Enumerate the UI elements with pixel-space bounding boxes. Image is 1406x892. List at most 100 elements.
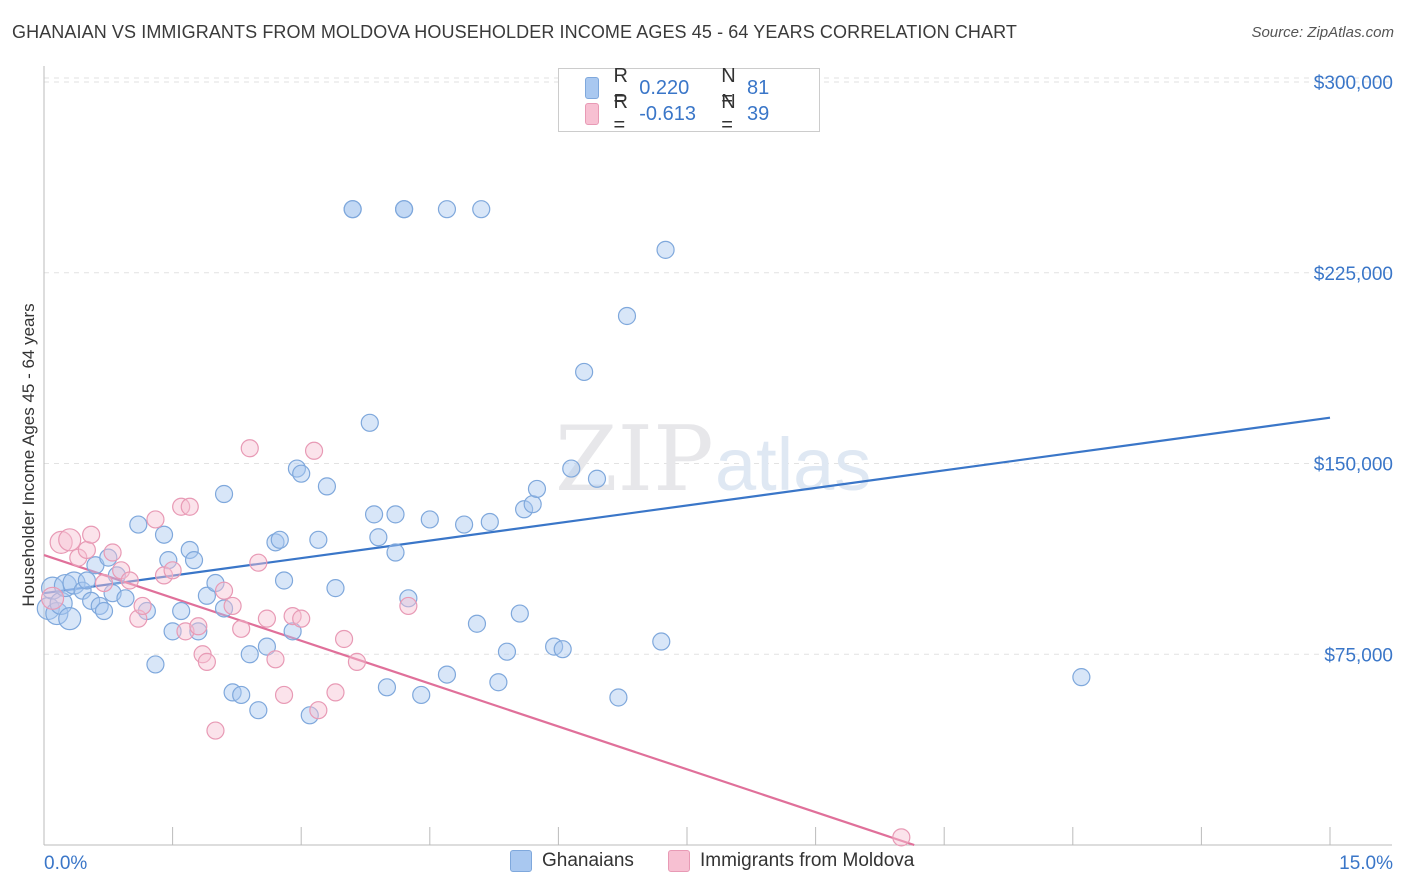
ghanaians-point xyxy=(214,484,234,504)
ghanaians-point xyxy=(270,530,289,549)
ghanaians-point xyxy=(656,240,675,259)
moldova-point xyxy=(120,571,139,590)
legend-swatch-moldova xyxy=(585,103,600,125)
moldova-point xyxy=(189,617,208,636)
ghanaians-point xyxy=(467,614,487,633)
moldova-point xyxy=(257,609,277,628)
ghanaians-point xyxy=(420,510,439,529)
ghanaians-point xyxy=(232,685,251,705)
y-axis-label: Householder Income Ages 45 - 64 years xyxy=(19,303,38,606)
ghanaians-point xyxy=(283,622,302,641)
ghanaians-point xyxy=(257,637,277,656)
series-legend: Ghanaians Immigrants from Moldova xyxy=(0,850,1406,878)
moldova-point xyxy=(206,721,225,740)
ghanaians-point xyxy=(394,200,414,219)
moldova-point xyxy=(326,683,345,702)
legend-n-label: N = xyxy=(721,65,736,110)
y-tick-labels: $75,000 $150,000 $225,000 $300,000 xyxy=(1314,73,1393,666)
x-tick-label: 15.0% xyxy=(1339,853,1393,874)
y-tick-label: $75,000 xyxy=(1324,645,1393,666)
correlation-legend: R = 0.220 N = 81 R = -0.613 N = 39 xyxy=(558,65,820,136)
ghanaians-point xyxy=(587,469,607,488)
ghanaians-point xyxy=(472,200,491,219)
moldova-point xyxy=(40,586,65,610)
series-legend-moldova[interactable]: Immigrants from Moldova xyxy=(668,850,914,872)
moldova-point xyxy=(103,543,122,562)
legend-row-moldova: R = -0.613 N = 39 xyxy=(585,91,819,136)
ghanaians-point xyxy=(116,589,135,608)
ghanaians-point xyxy=(412,685,431,705)
ghanaians-point xyxy=(326,579,345,598)
ghanaians-point xyxy=(454,515,474,534)
series-label-moldova: Immigrants from Moldova xyxy=(700,850,915,871)
ghanaians-point xyxy=(300,706,319,725)
y-tick-label: $150,000 xyxy=(1314,455,1393,476)
moldova-point xyxy=(214,581,234,600)
ghanaians-point xyxy=(274,571,294,590)
series-swatch-ghanaians xyxy=(510,850,532,872)
legend-r-value: 0.220 xyxy=(639,76,690,99)
ghanaians-point xyxy=(292,464,311,483)
ghanaians-point xyxy=(480,512,499,532)
ghanaians-point xyxy=(364,505,384,524)
ghanaians-point xyxy=(94,601,114,621)
ghanaians-point xyxy=(527,479,547,499)
series-label-ghanaians: Ghanaians xyxy=(542,850,634,871)
ghanaians-point xyxy=(343,200,362,219)
ghanaians-point xyxy=(386,505,405,524)
moldova-point xyxy=(304,441,324,460)
ghanaians-point xyxy=(437,200,457,219)
x-tick-labels: 0.0% 15.0% xyxy=(44,853,1393,874)
ghanaians-point xyxy=(1072,668,1091,687)
moldova-point xyxy=(58,528,82,552)
moldova-point xyxy=(334,629,354,649)
moldova-point xyxy=(399,596,418,616)
y-tick-label: $225,000 xyxy=(1314,264,1393,285)
legend-n-value: 39 xyxy=(747,102,770,125)
ghanaians-point xyxy=(180,540,199,560)
axes xyxy=(43,66,1392,846)
series-swatch-moldova xyxy=(668,850,690,872)
ghanaians-point xyxy=(523,495,542,514)
watermark-atlas: atlas xyxy=(715,423,871,506)
ghanaians-point xyxy=(317,477,337,496)
ghanaians-point xyxy=(197,586,216,605)
moldova-point xyxy=(892,828,911,847)
ghanaians-point xyxy=(617,306,637,326)
trend-lines xyxy=(43,416,1331,847)
moldova-point xyxy=(180,497,199,516)
ghanaians-point xyxy=(360,413,379,432)
ghanaians-point xyxy=(386,543,405,562)
ghanaians-point xyxy=(77,571,96,590)
ghanaians-point xyxy=(377,678,397,697)
legend-r-label: R = xyxy=(613,91,628,136)
ghanaians-point xyxy=(562,459,581,478)
moldova-point xyxy=(49,530,73,554)
moldova-trend-line xyxy=(43,554,915,847)
moldova-point xyxy=(82,525,101,544)
ghanaians-point xyxy=(437,665,457,684)
ghanaians-point xyxy=(240,645,259,664)
ghanaians-point xyxy=(497,642,517,661)
moldova-point xyxy=(163,561,182,580)
ghanaians-point xyxy=(154,525,174,544)
ghanaians-trend-line xyxy=(43,416,1331,595)
series-legend-ghanaians[interactable]: Ghanaians xyxy=(510,850,634,872)
moldova-point xyxy=(133,596,152,616)
ghanaians-point xyxy=(553,640,572,659)
moldova-point xyxy=(197,652,216,671)
moldova-point xyxy=(266,650,285,669)
moldova-point xyxy=(154,566,174,585)
ghanaians-point xyxy=(129,515,148,534)
ghanaians-point xyxy=(172,601,191,621)
grid-lines xyxy=(44,77,1390,655)
ghanaians-point xyxy=(652,632,671,651)
source-label: Source: ZipAtlas.com xyxy=(1251,24,1394,41)
ghanaians-point xyxy=(609,688,628,707)
chart-title: GHANAIAN VS IMMIGRANTS FROM MOLDOVA HOUS… xyxy=(12,22,1017,42)
moldova-point xyxy=(146,510,165,529)
y-tick-label: $300,000 xyxy=(1314,73,1393,94)
ghanaians-point xyxy=(575,362,594,382)
legend-swatch-ghanaians xyxy=(585,77,600,99)
